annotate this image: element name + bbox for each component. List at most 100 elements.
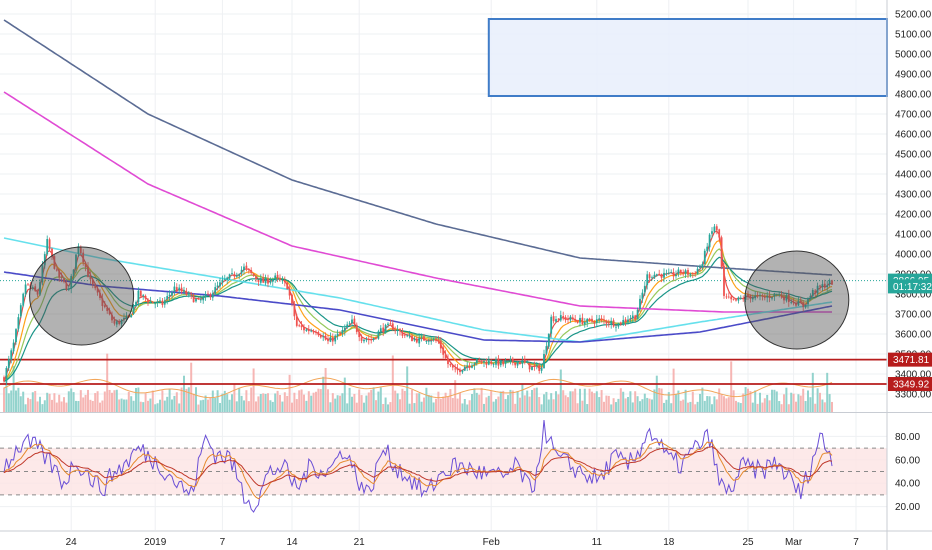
candle-body-192 (463, 366, 466, 371)
volume-bar-240 (579, 388, 581, 412)
volume-bar-120 (291, 402, 293, 412)
candle-body-144 (348, 323, 351, 325)
volume-bar-105 (255, 401, 257, 412)
candle-body-139 (336, 333, 339, 337)
volume-bar-133 (322, 376, 325, 412)
candle-body-226 (545, 346, 548, 354)
ema-ribbon-line-2 (3, 248, 833, 382)
volume-bar-122 (295, 399, 298, 412)
candle-body-75 (183, 290, 185, 292)
candle-body-158 (382, 327, 385, 333)
volume-bar-54 (132, 400, 135, 412)
candle-body-285 (687, 270, 689, 275)
candle-body-333 (802, 302, 805, 308)
candle-body-310 (747, 294, 749, 297)
price-tick-label-10: 4200.00 (895, 210, 932, 221)
candle-body-246 (593, 322, 596, 324)
candle-body-111 (269, 281, 272, 283)
candle-body-202 (487, 360, 490, 365)
volume-bar-119 (288, 374, 291, 412)
volume-bar-81 (197, 404, 200, 412)
volume-bar-110 (267, 393, 269, 412)
candle-body-163 (394, 330, 397, 332)
volume-bar-232 (559, 369, 562, 412)
volume-bar-310 (747, 388, 749, 412)
volume-bar-298 (718, 388, 721, 412)
volume-bar-112 (271, 401, 274, 412)
volume-bar-344 (828, 394, 831, 412)
volume-bar-318 (766, 394, 769, 412)
candle-body-150 (363, 339, 365, 342)
time-tick-label-7: 18 (663, 537, 675, 548)
volume-bar-154 (372, 387, 375, 412)
volume-bar-304 (732, 390, 735, 412)
volume-bar-207 (499, 391, 502, 412)
candle-body-195 (471, 365, 473, 368)
candle-body-258 (622, 320, 625, 325)
candle-body-270 (651, 277, 653, 279)
volume-bar-200 (483, 403, 485, 412)
volume-bar-313 (754, 390, 757, 412)
candle-body-40 (99, 292, 101, 299)
candle-body-257 (619, 322, 622, 325)
volume-bar-289 (696, 401, 699, 412)
candle-body-322 (775, 294, 778, 295)
volume-bar-311 (749, 391, 752, 412)
candle-body-121 (293, 303, 296, 317)
volume-bar-338 (814, 403, 817, 412)
time-tick-label-10: 7 (853, 537, 859, 548)
candle-body-93 (226, 277, 229, 280)
volume-bar-103 (250, 387, 253, 412)
volume-bar-238 (574, 388, 577, 412)
candle-body-198 (478, 359, 481, 361)
candle-body-317 (763, 297, 766, 298)
candle-body-109 (264, 277, 267, 284)
candle-body-50 (123, 317, 125, 320)
volume-bar-2 (7, 393, 10, 412)
candle-body-303 (730, 296, 733, 300)
candle-body-225 (543, 353, 545, 369)
candle-body-104 (252, 273, 255, 277)
volume-bar-345 (831, 401, 833, 412)
candle-body-22 (55, 269, 58, 271)
candle-body-336 (809, 295, 812, 299)
time-tick-label-8: 25 (742, 537, 754, 548)
candle-body-92 (223, 278, 226, 280)
time-tick-label-2: 7 (220, 537, 226, 548)
ema-ribbon-line-3 (3, 256, 833, 382)
volume-bar-138 (334, 398, 337, 412)
candle-body-21 (53, 256, 56, 269)
candle-body-107 (259, 278, 262, 283)
candle-body-88 (214, 287, 217, 294)
candle-body-278 (670, 271, 673, 273)
candle-body-344 (828, 280, 831, 285)
volume-bar-15 (39, 396, 41, 412)
candle-body-268 (646, 274, 649, 286)
volume-bar-62 (151, 390, 154, 412)
volume-bar-67 (163, 400, 166, 412)
volume-bar-211 (509, 389, 512, 412)
rsi-tick-label-0: 80.00 (895, 432, 920, 443)
volume-bar-185 (447, 396, 449, 412)
volume-bar-329 (792, 393, 795, 412)
volume-bar-309 (744, 387, 747, 412)
volume-bar-319 (768, 400, 771, 412)
volume-bar-72 (175, 392, 178, 412)
highlight-circles (29, 246, 850, 350)
candle-body-274 (660, 274, 663, 278)
volume-bar-291 (701, 387, 704, 412)
candle-body-235 (567, 319, 569, 320)
volume-bar-295 (711, 404, 713, 412)
volume-bar-314 (756, 403, 759, 412)
candle-body-205 (495, 359, 497, 365)
candle-body-232 (559, 315, 562, 321)
candle-body-72 (175, 287, 178, 292)
volume-bar-290 (699, 393, 701, 412)
volume-bar-256 (617, 398, 620, 412)
candle-body-211 (509, 359, 512, 361)
volume-bar-272 (655, 375, 658, 412)
candle-body-214 (516, 362, 519, 366)
candle-body-260 (627, 319, 629, 323)
candle-body-44 (108, 310, 111, 315)
